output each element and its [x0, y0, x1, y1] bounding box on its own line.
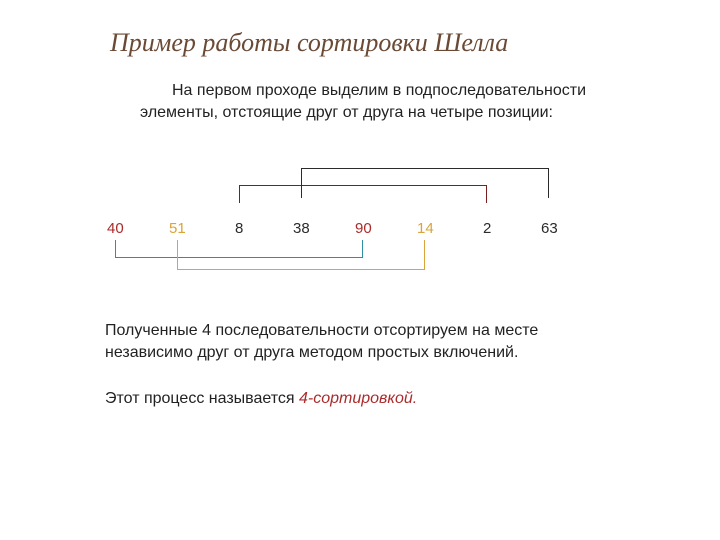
para3-a: Этот процесс называется — [105, 390, 299, 407]
array-value-2: 8 — [235, 220, 243, 237]
array-value-7: 63 — [541, 220, 558, 237]
term-4sort: 4-сортировкой. — [299, 390, 417, 407]
array-value-1: 51 — [169, 220, 186, 237]
intro-text: На первом проходе выделим в подпоследова… — [140, 82, 586, 121]
bracket-3-7 — [301, 168, 549, 198]
intro-paragraph: На первом проходе выделим в подпоследова… — [140, 80, 600, 123]
array-value-6: 2 — [483, 220, 491, 237]
array-value-0: 40 — [107, 220, 124, 237]
slide: Пример работы сортировки Шелла На первом… — [0, 0, 720, 540]
bracket-1-5 — [177, 240, 425, 270]
array-value-3: 38 — [293, 220, 310, 237]
para2-num: 4 — [202, 322, 211, 339]
slide-title: Пример работы сортировки Шелла — [110, 28, 508, 58]
shell-sort-diagram: 40518389014263 — [105, 165, 625, 275]
array-value-4: 90 — [355, 220, 372, 237]
term-paragraph: Этот процесс называется 4-сортировкой. — [105, 388, 615, 410]
para2-a: Полученные — [105, 322, 202, 339]
result-paragraph: Полученные 4 последовательности отсортир… — [105, 320, 615, 365]
array-value-5: 14 — [417, 220, 434, 237]
